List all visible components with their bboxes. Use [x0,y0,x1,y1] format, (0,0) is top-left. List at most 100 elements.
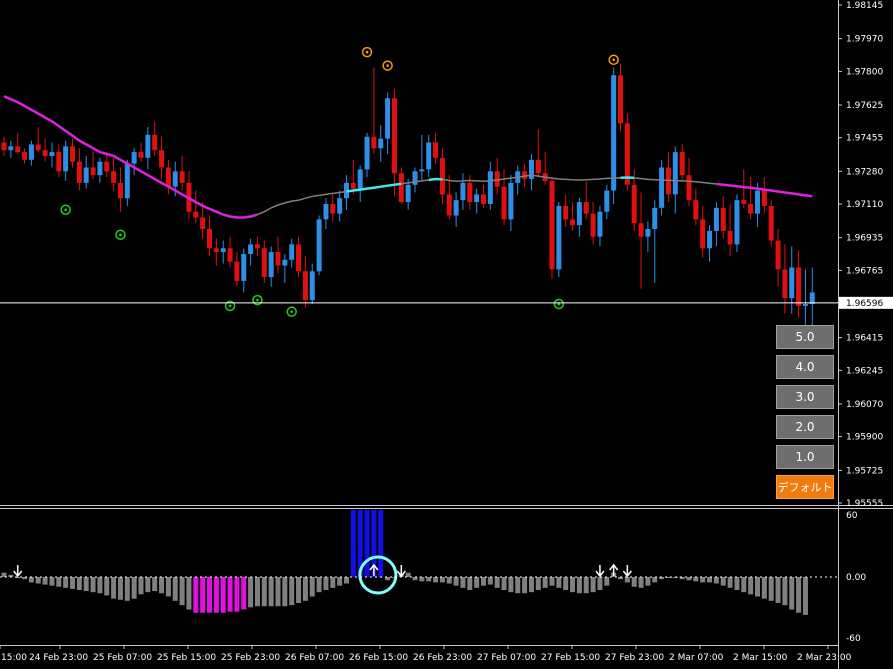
scale-button-3[interactable]: 3.0 [776,385,834,409]
candle-body [802,303,808,306]
default-button[interactable]: デフォルト [776,475,834,499]
candle-body [549,180,555,270]
price-tick-label: 1.97110 [846,200,883,210]
scale-button-1[interactable]: 1.0 [776,445,834,469]
osc-bar [426,577,432,582]
arrow-down-icon [13,565,23,578]
osc-bar [618,577,623,580]
signal-high-dot [365,50,369,54]
osc-bar [186,577,192,610]
osc-bar [8,574,14,577]
time-tick-label: 15:00 [1,653,27,663]
candle-body [618,75,623,124]
signal-low-dot [119,233,122,237]
candle-body [782,269,788,299]
osc-bar [344,577,349,584]
candle-body [385,98,391,139]
osc-bar [631,577,637,587]
candle-body [426,142,432,170]
candle-body [117,182,123,199]
osc-bar [22,577,28,580]
candle-body [755,190,760,214]
candle-body [316,219,322,272]
osc-bar [474,577,480,588]
current-price-label: 1.96596 [846,299,883,309]
osc-bar [727,577,733,588]
signal-low-marker [553,298,565,310]
time-tick-label: 24 Feb 23:00 [29,653,88,663]
time-tick-label: 27 Feb 23:00 [605,653,664,663]
candle-body [179,171,185,183]
candle-body [49,152,55,156]
signal-low-dot [64,208,67,212]
scale-button-5[interactable]: 5.0 [776,325,834,349]
time-axis: 15:00 24 Feb 23:00 25 Feb 07:00 25 Feb 15:0… [0,645,852,663]
candle-body [693,200,699,220]
candle-body [405,184,411,203]
candle-body [597,211,603,237]
osc-bar [405,572,411,577]
osc-bar [104,577,110,596]
signal-low-marker [115,229,126,241]
osc-bar [748,577,754,595]
candle-body [241,254,247,281]
osc-bar [1,572,7,577]
time-tick-label: 26 Feb 07:00 [285,653,344,663]
osc-bar [111,577,117,599]
osc-bar [734,577,740,590]
osc-bar [515,577,521,594]
osc-bar [97,577,103,594]
osc-bar [700,577,706,583]
candle-body [104,161,110,172]
time-tick-label: 25 Feb 07:00 [93,653,152,663]
signal-low-dot [228,304,232,308]
osc-bar [145,577,151,593]
osc-bar [117,577,123,600]
candle-body [63,146,69,172]
moving-average-line [3,95,813,219]
osc-bar [693,577,699,582]
price-tick-label: 1.96245 [846,366,883,376]
ma-segment [257,190,347,216]
scale-button-2[interactable]: 2.0 [776,415,834,439]
osc-bar [28,577,34,583]
osc-bar [460,577,466,588]
ma-segment [3,95,258,219]
osc-bar [412,577,418,581]
candle-body [131,152,137,164]
osc-bar [570,577,576,593]
signal-low-marker [60,204,71,216]
candle-body [734,200,740,245]
candle-body [138,152,144,158]
signal-high-marker [361,46,373,58]
candle-body [460,182,466,201]
time-tick-label: 25 Feb 15:00 [157,653,216,663]
osc-bar [200,577,206,613]
osc-bar [433,577,439,583]
osc-bar [508,577,514,593]
osc-bar [446,577,452,584]
osc-bar [152,577,158,592]
osc-bar [686,577,692,581]
scale-button-4[interactable]: 4.0 [776,355,834,379]
candle-body [501,186,507,220]
candle-body [433,142,439,158]
candle-body [796,267,802,306]
price-tick-label: 1.97625 [846,101,883,111]
candle-body [76,161,82,183]
osc-bar [672,577,678,579]
osc-bar [207,577,212,613]
time-tick-label: 27 Feb 07:00 [477,653,536,663]
candle-body [90,167,96,176]
price-tick-label: 1.95555 [846,499,883,509]
candle-body [487,171,493,205]
osc-bar [261,577,267,607]
osc-bar [652,577,658,583]
price-tick-label: 1.96070 [846,400,883,410]
candle-body [213,248,219,253]
candle-body [528,159,534,180]
candle-body [446,194,452,216]
candle-body [357,169,363,189]
candle-body [439,157,445,195]
